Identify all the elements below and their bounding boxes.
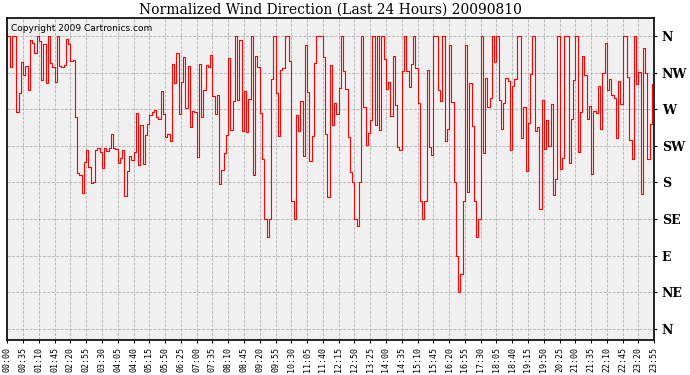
Text: Copyright 2009 Cartronics.com: Copyright 2009 Cartronics.com: [10, 24, 152, 33]
Title: Normalized Wind Direction (Last 24 Hours) 20090810: Normalized Wind Direction (Last 24 Hours…: [139, 3, 522, 17]
